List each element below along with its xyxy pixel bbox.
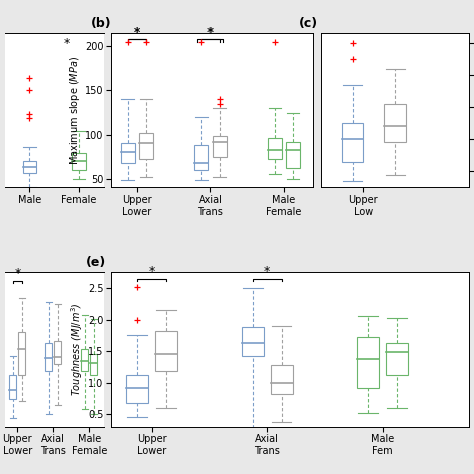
Text: *: * [264, 265, 270, 278]
Text: *: * [134, 26, 140, 39]
Text: *: * [134, 26, 140, 39]
Bar [242, 327, 264, 356]
Text: *: * [148, 265, 155, 278]
Bar [271, 365, 292, 394]
Y-axis label: Toughness ($MJ/m^3$): Toughness ($MJ/m^3$) [69, 302, 85, 396]
Bar [46, 343, 52, 371]
Text: (b): (b) [91, 17, 111, 30]
Bar [155, 331, 177, 371]
Bar [9, 375, 16, 399]
Bar [213, 137, 227, 156]
Text: *: * [64, 37, 70, 50]
Bar [384, 104, 406, 143]
Bar [286, 142, 300, 168]
Bar [386, 344, 408, 375]
Bar [121, 143, 135, 163]
Bar [126, 375, 148, 403]
Y-axis label: Maximum slope ($MPa$): Maximum slope ($MPa$) [68, 56, 82, 165]
Bar [91, 354, 97, 375]
Bar [72, 154, 86, 170]
Bar [139, 133, 153, 159]
Bar [23, 161, 36, 173]
Bar [194, 145, 208, 170]
Text: *: * [207, 26, 214, 39]
Text: (e): (e) [86, 256, 106, 269]
Text: *: * [14, 267, 20, 281]
Bar [82, 348, 88, 371]
Text: (c): (c) [299, 17, 318, 30]
Bar [55, 341, 61, 365]
Bar [268, 138, 282, 159]
Bar [342, 123, 363, 162]
Bar [357, 337, 379, 388]
Bar [18, 332, 25, 375]
Text: *: * [207, 26, 213, 39]
